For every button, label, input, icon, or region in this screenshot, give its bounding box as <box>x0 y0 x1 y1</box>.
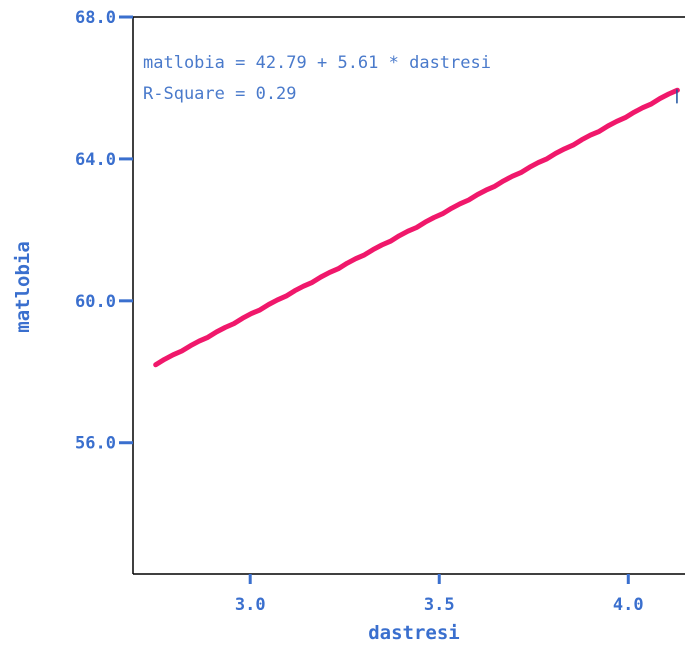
plot-frame <box>132 16 685 575</box>
y-tick-label: 56.0 <box>75 434 116 454</box>
r-square-annotation: R-Square = 0.29 <box>143 84 297 104</box>
x-tick-label: 3.5 <box>424 595 455 615</box>
x-axis-title: dastresi <box>368 622 460 644</box>
x-axis-ticks: 3.0 3.5 4.0 <box>235 574 644 615</box>
y-axis-ticks: 56.0 60.0 64.0 68.0 <box>75 8 133 454</box>
y-tick-label: 64.0 <box>75 150 116 170</box>
x-tick-label: 3.0 <box>235 595 266 615</box>
y-tick-label: 68.0 <box>75 8 116 28</box>
series-layer <box>153 87 680 368</box>
y-axis-title: matlobia <box>12 241 34 333</box>
x-tick-label: 4.0 <box>613 595 644 615</box>
regression-line <box>153 87 680 368</box>
annotations: matlobia = 42.79 + 5.61 * dastresi R-Squ… <box>143 53 491 104</box>
equation-annotation: matlobia = 42.79 + 5.61 * dastresi <box>143 53 491 73</box>
y-tick-label: 60.0 <box>75 292 116 312</box>
